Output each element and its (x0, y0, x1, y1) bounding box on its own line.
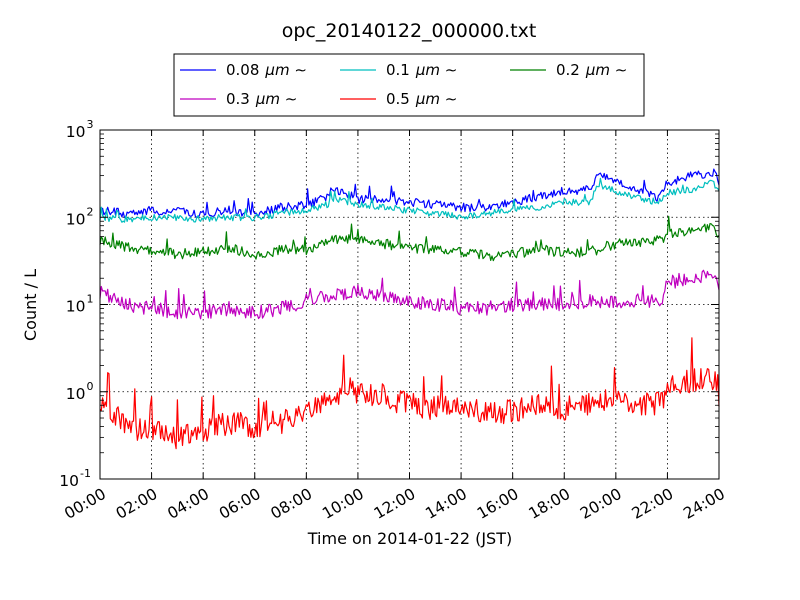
x-tick-label: 24:00 (680, 485, 728, 523)
x-tick-labels: 00:00 02:00 04:00 06:00 08:00 10:00 12:00 14:00… (61, 485, 728, 523)
legend-entry: 0.1 μm ∼ (340, 61, 457, 79)
legend-series-name: 0.3 (226, 90, 250, 108)
x-tick-label: 16:00 (474, 485, 522, 523)
legend-entries: 0.08 μm ∼ 0.1 μm ∼ 0.2 μm ∼ 0.3 μm ∼ 0.5 μm ∼ (180, 61, 627, 108)
grid-layer (100, 130, 719, 479)
legend-unit: μm ∼ (415, 90, 458, 108)
series-line-0_1 (99, 177, 720, 223)
x-tick-label: 06:00 (216, 485, 264, 523)
y-tick-label: 10 3 (66, 118, 94, 141)
legend-series-name: 0.08 (226, 61, 259, 79)
legend-unit: μm ∼ (415, 61, 458, 79)
legend-series-name: 0.2 (556, 61, 580, 79)
y-tick-base: 10 (66, 123, 86, 141)
x-tick-label: 08:00 (268, 485, 316, 523)
chart-title: opc_20140122_000000.txt (282, 20, 537, 42)
series-line-0_2 (99, 215, 720, 262)
y-tick-exp: 0 (87, 380, 94, 393)
legend-entry: 0.3 μm ∼ (180, 90, 297, 108)
plot-frame (99, 129, 720, 480)
legend-series-name: 0.1 (386, 61, 410, 79)
y-tick-base: 10 (66, 385, 86, 403)
x-tick-label: 00:00 (61, 485, 109, 523)
series-line-0_3 (99, 269, 720, 320)
y-tick-base: 10 (66, 298, 86, 316)
y-tick-exp: 3 (87, 118, 94, 131)
series-line-0_5 (99, 337, 720, 450)
legend-label: 0.3 μm ∼ (226, 90, 297, 108)
legend-unit: μm ∼ (264, 61, 307, 79)
legend-box (173, 53, 645, 117)
y-tick-exp: -1 (80, 467, 91, 480)
x-tick-label: 22:00 (629, 485, 677, 523)
x-axis-label: Time on 2014-01-22 (JST) (307, 529, 512, 548)
y-tick-exp: 2 (87, 205, 94, 218)
legend-unit: μm ∼ (255, 90, 298, 108)
x-tick-label: 10:00 (319, 485, 367, 523)
legend-label: 0.08 μm ∼ (226, 61, 307, 79)
y-tick-label: 10 2 (66, 205, 94, 228)
y-tick-label: 10 1 (66, 293, 94, 316)
series-line-0_08 (99, 168, 720, 219)
x-tick-label: 20:00 (577, 485, 625, 523)
legend-entry: 0.2 μm ∼ (510, 61, 627, 79)
legend-entry: 0.5 μm ∼ (340, 90, 457, 108)
series-layer (99, 168, 720, 450)
legend-label: 0.1 μm ∼ (386, 61, 457, 79)
legend-label: 0.2 μm ∼ (556, 61, 627, 79)
y-tick-base: 10 (59, 472, 79, 490)
x-tick-label: 04:00 (164, 485, 212, 523)
legend-label: 0.5 μm ∼ (386, 90, 457, 108)
y-axis-label: Count / L (21, 269, 40, 341)
x-tick-label: 02:00 (113, 485, 161, 523)
legend: 0.08 μm ∼ 0.1 μm ∼ 0.2 μm ∼ 0.3 μm ∼ 0.5 μm ∼ (173, 53, 645, 117)
legend-unit: μm ∼ (585, 61, 628, 79)
legend-entry: 0.08 μm ∼ (180, 61, 307, 79)
x-tick-label: 18:00 (526, 485, 574, 523)
legend-series-name: 0.5 (386, 90, 410, 108)
y-tick-label: 10 -1 (59, 467, 91, 490)
x-tick-label: 14:00 (422, 485, 470, 523)
y-tick-exp: 1 (87, 293, 94, 306)
ticks-layer (99, 129, 720, 480)
x-tick-label: 12:00 (371, 485, 419, 523)
y-tick-base: 10 (66, 210, 86, 228)
y-tick-label: 10 0 (66, 380, 94, 403)
